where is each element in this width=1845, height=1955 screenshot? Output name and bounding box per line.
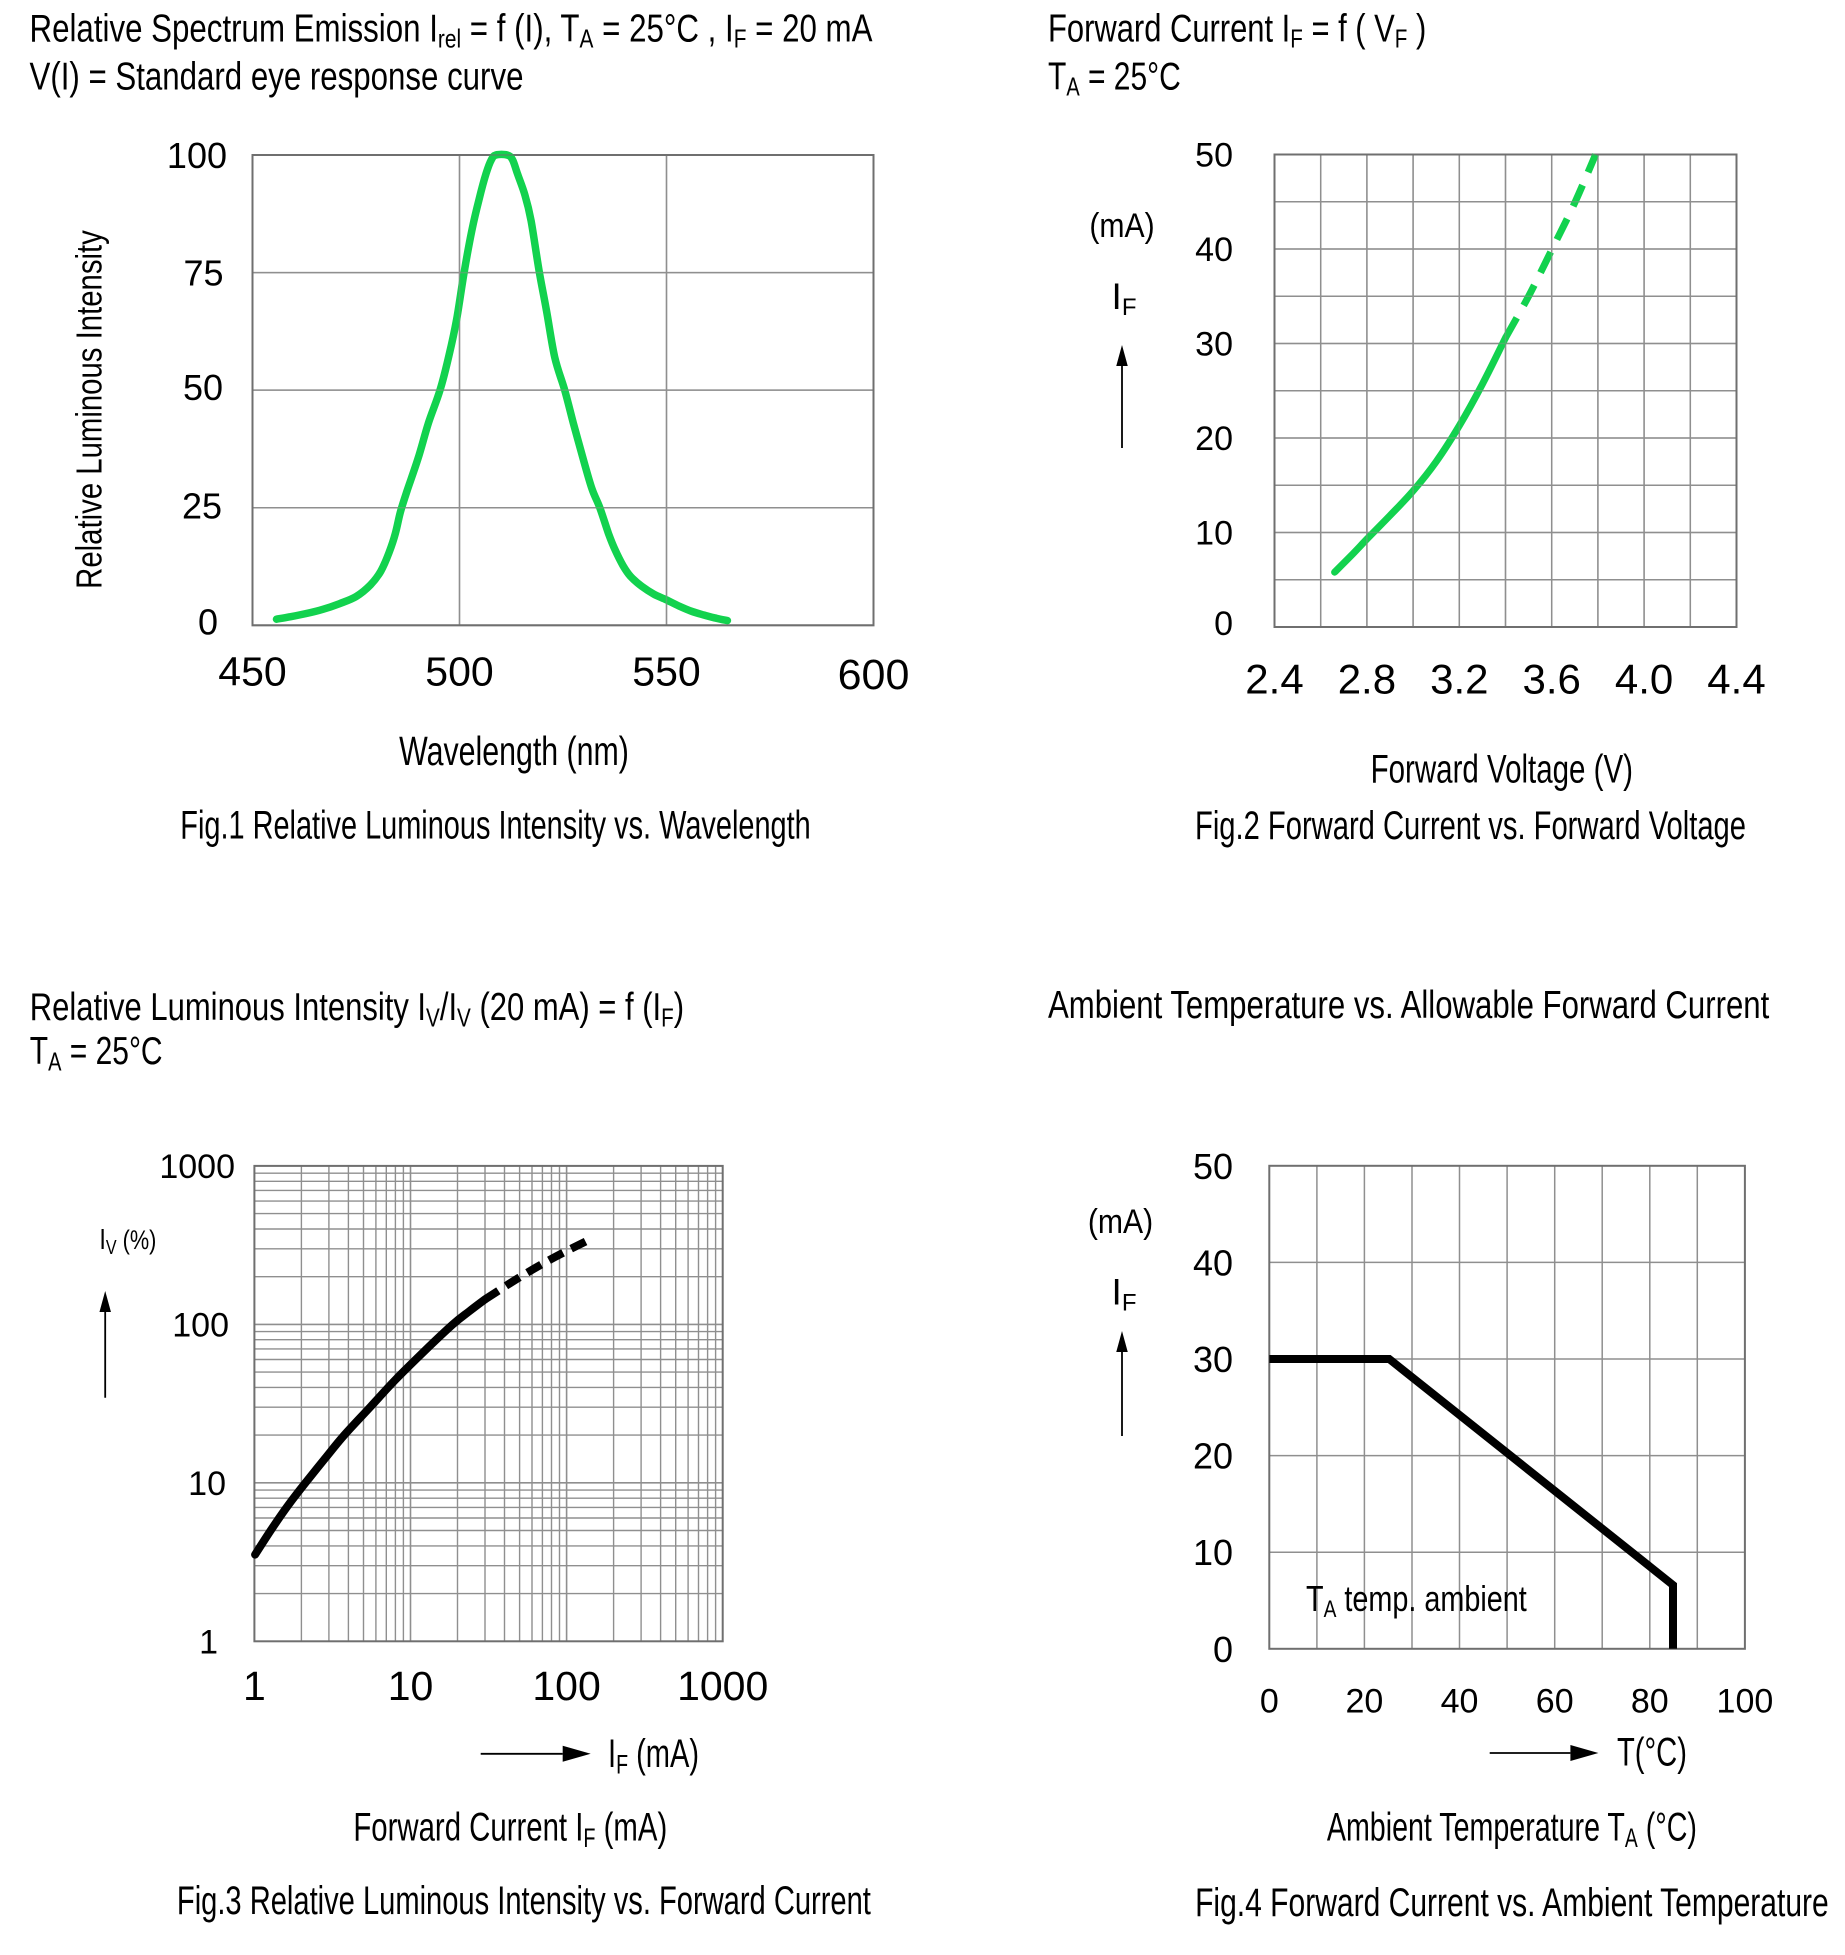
svg-text:TA temp. ambient: TA temp. ambient	[1306, 1578, 1527, 1622]
svg-text:100: 100	[172, 1306, 229, 1344]
svg-text:(mA): (mA)	[1089, 206, 1154, 244]
svg-text:100: 100	[1717, 1683, 1774, 1721]
svg-text:4.4: 4.4	[1707, 656, 1765, 703]
svg-text:10: 10	[188, 1465, 226, 1503]
svg-text:2.8: 2.8	[1338, 656, 1396, 703]
svg-text:Relative Spectrum Emission Ire: Relative Spectrum Emission Irel = f (I),…	[30, 7, 873, 53]
svg-text:50: 50	[1195, 137, 1233, 175]
svg-text:0: 0	[1260, 1683, 1279, 1721]
svg-text:50: 50	[183, 367, 223, 408]
svg-text:2.4: 2.4	[1245, 656, 1303, 703]
svg-text:1: 1	[243, 1663, 266, 1709]
svg-text:T(°C): T(°C)	[1617, 1730, 1687, 1775]
svg-text:Ambient Temperature vs. Allowa: Ambient Temperature vs. Allowable Forwar…	[1048, 984, 1769, 1027]
svg-text:10: 10	[1195, 515, 1233, 553]
svg-text:3.2: 3.2	[1430, 656, 1488, 703]
svg-text:(mA): (mA)	[1088, 1202, 1153, 1240]
svg-text:IF: IF	[1112, 1272, 1137, 1317]
svg-text:40: 40	[1193, 1242, 1233, 1283]
svg-text:10: 10	[388, 1663, 434, 1709]
svg-text:20: 20	[1193, 1436, 1233, 1477]
svg-text:600: 600	[838, 651, 910, 699]
svg-text:1: 1	[199, 1623, 218, 1661]
svg-text:V(I) = Standard eye response c: V(I) = Standard eye response curve	[30, 55, 524, 98]
svg-text:100: 100	[167, 135, 227, 176]
svg-text:40: 40	[1441, 1683, 1479, 1721]
svg-text:3.6: 3.6	[1523, 656, 1581, 703]
svg-text:Wavelength (nm): Wavelength (nm)	[399, 727, 629, 774]
svg-text:IF (mA): IF (mA)	[608, 1731, 699, 1779]
svg-text:40: 40	[1195, 231, 1233, 269]
svg-text:1000: 1000	[159, 1148, 235, 1186]
svg-text:0: 0	[1214, 605, 1233, 643]
svg-text:20: 20	[1345, 1683, 1383, 1721]
svg-text:20: 20	[1195, 420, 1233, 458]
svg-text:50: 50	[1193, 1146, 1233, 1187]
svg-text:75: 75	[183, 253, 223, 294]
svg-text:Fig.2 Forward Current vs. Forw: Fig.2 Forward Current vs. Forward Voltag…	[1195, 804, 1746, 849]
svg-text:Fig.3 Relative Luminous Intens: Fig.3 Relative Luminous Intensity vs. Fo…	[177, 1879, 871, 1924]
svg-text:Relative Luminous Intensity: Relative Luminous Intensity	[69, 230, 110, 589]
svg-text:25: 25	[182, 486, 222, 527]
svg-text:450: 450	[218, 649, 286, 695]
svg-text:IF: IF	[1112, 276, 1137, 321]
svg-text:Forward Voltage (V): Forward Voltage (V)	[1371, 747, 1633, 791]
svg-text:Fig.1 Relative Luminous Intens: Fig.1 Relative Luminous Intensity vs. Wa…	[180, 803, 810, 848]
svg-text:Relative Luminous Intensity IV: Relative Luminous Intensity IV/IV (20 mA…	[30, 986, 684, 1032]
svg-text:30: 30	[1195, 326, 1233, 364]
svg-text:TA = 25°C: TA = 25°C	[30, 1031, 163, 1076]
svg-text:4.0: 4.0	[1615, 656, 1673, 703]
svg-text:550: 550	[632, 649, 700, 695]
svg-text:Forward Current IF = f ( VF ): Forward Current IF = f ( VF )	[1048, 7, 1426, 53]
svg-text:10: 10	[1193, 1532, 1233, 1573]
svg-text:Fig.4 Forward Current vs. Ambi: Fig.4 Forward Current vs. Ambient Temper…	[1195, 1881, 1829, 1925]
svg-text:100: 100	[532, 1663, 600, 1709]
svg-text:Ambient Temperature TA (°C): Ambient Temperature TA (°C)	[1327, 1806, 1697, 1853]
svg-text:500: 500	[425, 649, 493, 695]
svg-text:30: 30	[1193, 1339, 1233, 1380]
svg-text:0: 0	[198, 601, 218, 642]
svg-text:80: 80	[1631, 1683, 1669, 1721]
svg-text:Forward Current IF (mA): Forward Current IF (mA)	[353, 1805, 667, 1854]
svg-text:IV (%): IV (%)	[99, 1223, 156, 1259]
svg-text:TA = 25°C: TA = 25°C	[1048, 56, 1181, 101]
svg-text:0: 0	[1213, 1629, 1233, 1670]
svg-text:1000: 1000	[677, 1663, 768, 1709]
svg-text:60: 60	[1536, 1683, 1574, 1721]
